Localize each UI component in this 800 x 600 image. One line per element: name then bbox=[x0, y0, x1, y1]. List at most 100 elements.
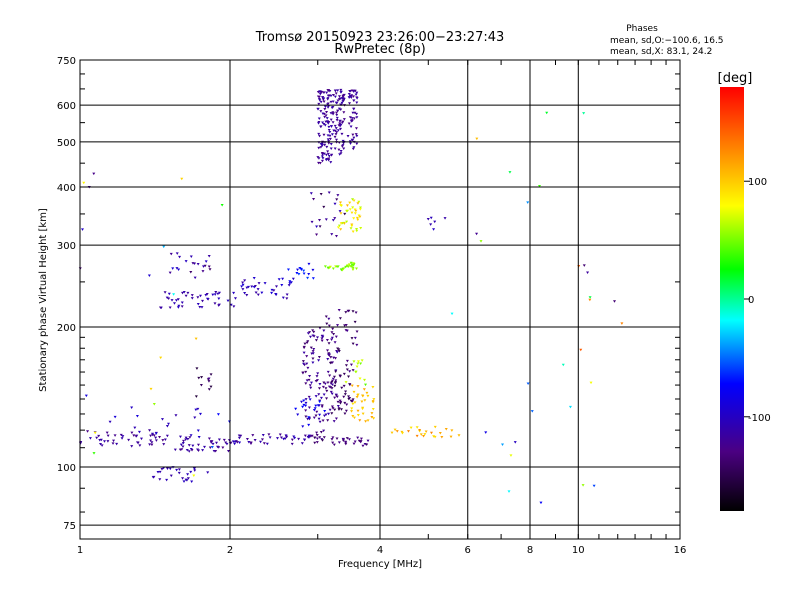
echo-point bbox=[176, 298, 180, 301]
echo-point bbox=[321, 385, 325, 389]
echo-point bbox=[211, 442, 215, 446]
echo-point bbox=[243, 279, 247, 282]
echo-point bbox=[351, 111, 355, 115]
echo-point bbox=[432, 228, 436, 231]
echo-point bbox=[334, 370, 338, 373]
echo-point bbox=[206, 471, 210, 474]
echo-point bbox=[355, 395, 359, 399]
echo-point bbox=[357, 200, 361, 204]
echo-point bbox=[241, 288, 245, 291]
echo-point bbox=[190, 294, 194, 297]
echo-point bbox=[209, 385, 213, 389]
echo-point bbox=[307, 416, 311, 419]
echo-point bbox=[317, 359, 321, 362]
echo-point bbox=[151, 476, 155, 479]
echo-point bbox=[347, 96, 351, 99]
echo-point bbox=[149, 434, 153, 438]
echo-point bbox=[311, 350, 315, 353]
echo-point bbox=[149, 439, 153, 443]
echo-point bbox=[330, 331, 334, 334]
echo-point bbox=[208, 446, 212, 449]
echo-point bbox=[337, 107, 341, 111]
echo-point bbox=[352, 99, 356, 102]
echo-point bbox=[327, 342, 331, 345]
echo-point bbox=[316, 372, 320, 375]
echo-point bbox=[364, 383, 368, 387]
echo-point bbox=[312, 409, 316, 412]
echo-point bbox=[351, 147, 355, 151]
echo-point bbox=[327, 142, 331, 145]
echo-point bbox=[253, 285, 257, 288]
echo-point bbox=[338, 97, 342, 101]
echo-point bbox=[217, 446, 221, 449]
echo-point bbox=[343, 393, 347, 396]
echo-point bbox=[314, 380, 318, 383]
echo-point bbox=[207, 388, 211, 391]
echo-point bbox=[307, 436, 311, 439]
echo-point bbox=[233, 440, 237, 444]
echo-point bbox=[429, 216, 433, 220]
colorbar-tick-label: -100 bbox=[748, 413, 771, 424]
echo-point bbox=[319, 143, 323, 146]
echo-point bbox=[158, 435, 162, 439]
echo-point bbox=[300, 442, 304, 445]
echo-point bbox=[193, 276, 197, 280]
echo-point bbox=[545, 111, 549, 115]
echo-point bbox=[327, 128, 331, 132]
echo-point bbox=[178, 435, 182, 439]
echo-point bbox=[347, 397, 351, 401]
echo-point bbox=[333, 341, 337, 344]
echo-point bbox=[370, 412, 374, 415]
echo-point bbox=[186, 473, 190, 476]
echo-point bbox=[189, 255, 193, 258]
echo-point bbox=[312, 197, 316, 201]
echo-point bbox=[191, 262, 195, 265]
echo-point bbox=[341, 439, 345, 443]
echo-point bbox=[265, 442, 269, 446]
echo-point bbox=[296, 268, 300, 272]
echo-point bbox=[323, 410, 327, 413]
echo-point bbox=[353, 336, 357, 340]
echo-point bbox=[339, 152, 343, 155]
echo-point bbox=[302, 269, 306, 273]
echo-point bbox=[106, 440, 110, 443]
echo-point bbox=[232, 305, 236, 308]
echo-point bbox=[347, 438, 351, 441]
echo-point bbox=[586, 271, 590, 274]
echo-point bbox=[148, 429, 152, 432]
echo-point bbox=[323, 108, 327, 111]
x-tick-label: 1 bbox=[77, 545, 83, 556]
echo-point bbox=[348, 102, 352, 105]
echo-point bbox=[158, 470, 162, 474]
echo-point bbox=[450, 312, 454, 316]
echo-point bbox=[99, 438, 103, 442]
echo-point bbox=[340, 132, 344, 136]
echo-point bbox=[284, 434, 288, 437]
echo-point bbox=[356, 393, 360, 396]
echo-point bbox=[354, 127, 358, 130]
echo-point bbox=[214, 290, 218, 294]
echo-point bbox=[238, 441, 242, 444]
echo-point bbox=[347, 92, 351, 96]
echo-point bbox=[335, 119, 339, 122]
echo-point bbox=[351, 398, 355, 401]
echo-point bbox=[422, 435, 426, 438]
echo-point bbox=[84, 394, 88, 398]
echo-point bbox=[337, 309, 341, 312]
echo-point bbox=[311, 268, 315, 272]
echo-point bbox=[327, 157, 331, 160]
echo-point bbox=[317, 157, 321, 160]
echo-point bbox=[342, 118, 346, 121]
echo-point bbox=[158, 306, 162, 309]
echo-point bbox=[336, 194, 340, 197]
echo-point bbox=[415, 426, 419, 429]
echo-point bbox=[359, 437, 363, 441]
echo-point bbox=[201, 299, 205, 303]
echo-point bbox=[449, 435, 453, 439]
colorbar-tick-label: 100 bbox=[748, 177, 767, 188]
echo-point bbox=[191, 444, 195, 448]
echo-point bbox=[336, 129, 340, 132]
echo-point bbox=[150, 441, 154, 444]
echo-point bbox=[165, 434, 169, 438]
echo-point bbox=[196, 407, 200, 411]
